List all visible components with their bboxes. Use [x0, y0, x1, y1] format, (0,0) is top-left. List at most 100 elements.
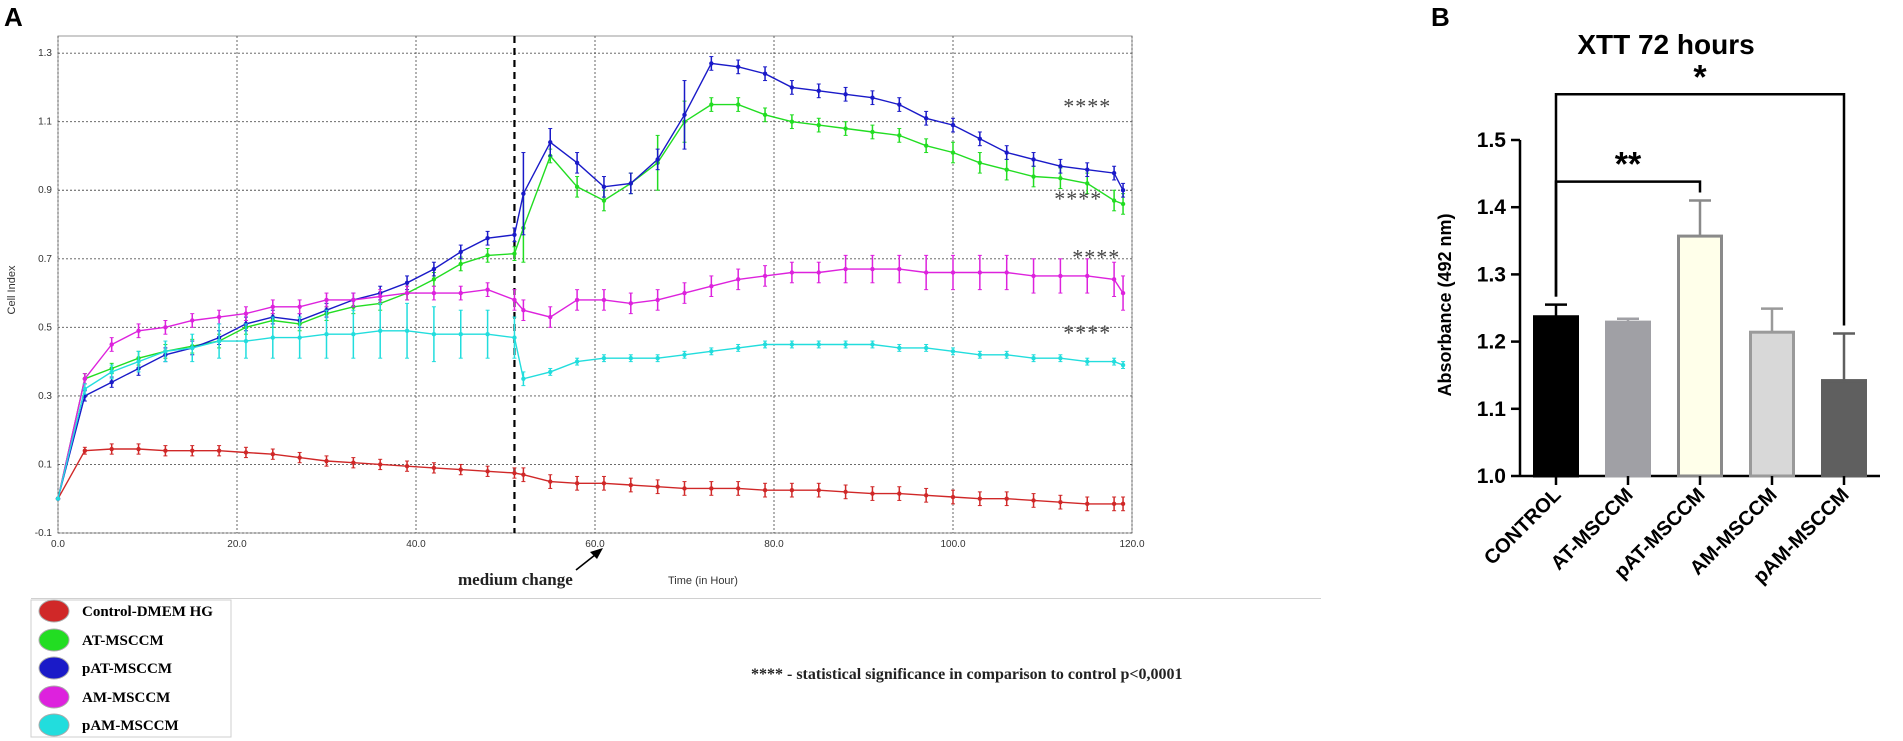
a-data-point — [601, 184, 607, 190]
a-data-point — [1058, 164, 1063, 169]
a-data-point — [655, 157, 660, 162]
a-data-point — [431, 465, 437, 471]
a-data-point — [485, 253, 490, 258]
a-xtick-label: 0.0 — [51, 539, 65, 550]
a-data-point — [1111, 170, 1117, 176]
a-data-point — [521, 308, 526, 313]
a-data-point — [923, 116, 929, 121]
a-xtick-label: 120.0 — [1119, 539, 1144, 550]
a-ytick-label: 0.3 — [38, 391, 52, 402]
b-ytick-label: 1.2 — [1477, 331, 1506, 354]
a-data-point — [136, 359, 141, 364]
a-data-point — [736, 102, 741, 107]
a-data-point — [628, 355, 633, 361]
b-bar — [1533, 315, 1579, 478]
b-ytick-label: 1.0 — [1477, 465, 1506, 488]
a-data-point — [655, 297, 660, 303]
a-data-point — [601, 297, 607, 303]
a-significance-stars: **** — [1054, 186, 1102, 211]
a-data-point — [736, 64, 741, 70]
a-data-point — [601, 198, 607, 203]
a-data-point — [136, 446, 141, 452]
a-data-point — [789, 270, 795, 275]
a-data-point — [297, 304, 302, 309]
a-data-point — [243, 311, 249, 316]
a-data-point — [574, 359, 580, 364]
a-data-point — [843, 126, 848, 131]
a-data-point — [1120, 188, 1126, 193]
a-series-line — [57, 62, 1124, 499]
a-data-point — [816, 342, 821, 347]
legend-swatch — [38, 713, 70, 737]
a-data-point — [431, 332, 437, 337]
a-data-point — [216, 448, 222, 453]
a-data-point — [458, 261, 463, 267]
panel-a-ticks: 0.0 20.0 40.0 60.0 80.0 100.0 120.0 -0.1 0.1 0.3 0… — [35, 48, 1145, 550]
a-xtick-label: 60.0 — [585, 539, 605, 550]
a-data-point — [521, 191, 526, 196]
a-data-point — [816, 270, 821, 275]
a-data-point — [977, 160, 983, 166]
panel-b-letter: B — [1431, 2, 1450, 32]
a-data-point — [270, 304, 275, 309]
a-data-point — [324, 458, 329, 464]
a-significance-stars: **** — [1072, 244, 1120, 269]
legend-label: pAM-MSCCM — [82, 718, 179, 734]
a-data-point — [109, 446, 114, 452]
a-data-point — [1120, 501, 1126, 507]
a-data-point — [431, 266, 437, 272]
a-data-point — [897, 102, 902, 107]
panel-b-ylabel: Absorbance (492 nm) — [1435, 213, 1455, 396]
panel-a: A 0.0 20.0 40.0 60.0 80.0 100.0 120.0-0.10.10.… — [4, 2, 1321, 738]
a-data-point — [870, 266, 875, 272]
a-data-point — [574, 297, 580, 303]
a-data-point — [682, 352, 687, 357]
a-ytick-label: 0.1 — [38, 459, 52, 470]
panel-a-legend: Control-DMEM HG AT-MSCCM pAT-MSCCM AM-MSCCM… — [30, 598, 1321, 738]
a-data-point — [655, 355, 660, 361]
a-data-point — [736, 277, 741, 282]
a-data-point — [870, 342, 875, 347]
a-data-point — [601, 481, 607, 486]
a-data-point — [628, 181, 633, 186]
a-data-point — [1031, 498, 1036, 503]
a-data-point — [1058, 355, 1063, 361]
a-data-point — [1085, 501, 1090, 507]
legend-swatch — [38, 628, 70, 652]
b-significance-label: * — [1693, 58, 1707, 96]
a-data-point — [1031, 174, 1036, 179]
a-data-point — [950, 150, 956, 155]
b-significance-label: ** — [1615, 146, 1642, 184]
legend-swatch — [38, 599, 70, 623]
a-data-point — [1004, 150, 1009, 155]
a-data-point — [109, 379, 114, 385]
a-data-point — [431, 277, 437, 282]
a-data-point — [216, 314, 222, 320]
a-data-point — [458, 249, 463, 255]
a-data-point — [789, 85, 795, 90]
a-data-point — [897, 266, 902, 272]
a-data-point — [163, 325, 168, 330]
a-data-point — [923, 345, 929, 351]
a-data-point — [351, 297, 356, 303]
a-data-point — [628, 482, 633, 488]
a-data-point — [548, 140, 553, 145]
a-data-point — [950, 349, 956, 354]
medium-change-label: medium change — [458, 570, 573, 589]
a-data-point — [1031, 355, 1036, 361]
a-data-point — [485, 469, 490, 474]
a-data-point — [1085, 181, 1090, 186]
a-data-point — [458, 332, 463, 337]
a-ytick-label: 0.5 — [38, 322, 52, 333]
a-data-point — [762, 71, 768, 76]
a-data-point — [1111, 501, 1117, 507]
a-data-point — [1031, 273, 1036, 279]
a-xtick-label: 80.0 — [764, 539, 784, 550]
panel-a-ylabel: Cell Index — [6, 265, 18, 314]
a-data-point — [190, 448, 195, 453]
a-data-point — [950, 494, 956, 500]
a-data-point — [1058, 273, 1063, 279]
a-data-point — [404, 463, 410, 469]
a-data-point — [351, 332, 356, 337]
a-data-point — [521, 472, 526, 477]
